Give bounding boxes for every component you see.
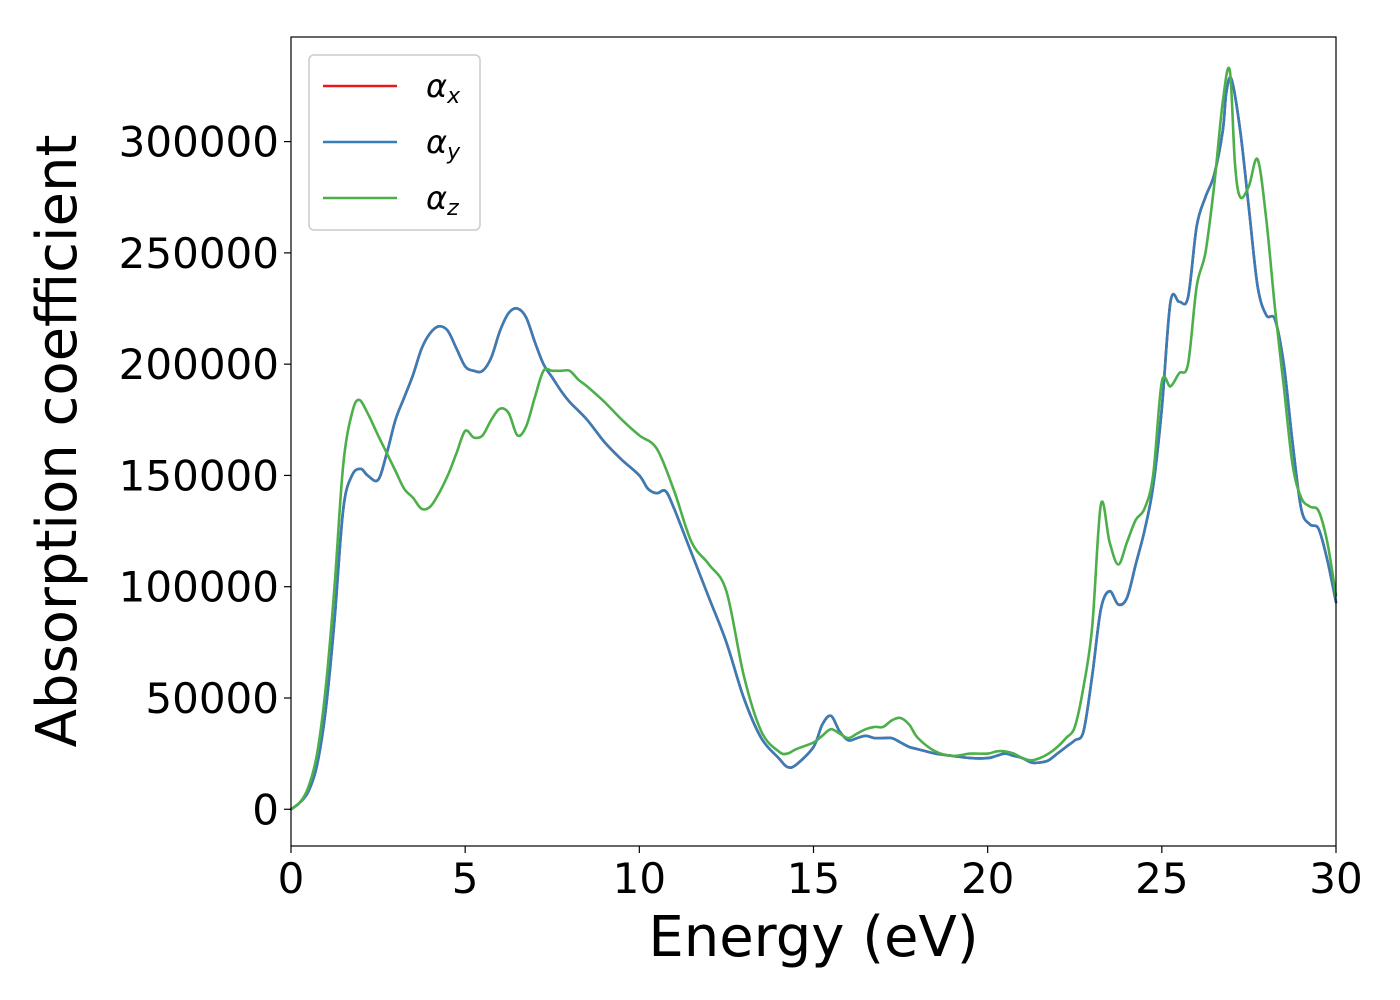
legend: αx αy αz bbox=[308, 54, 481, 231]
legend-label-1: αx bbox=[426, 67, 461, 109]
series-line-2 bbox=[289, 76, 1338, 811]
y-tick-label: 150000 bbox=[119, 451, 279, 500]
x-tick-label: 10 bbox=[613, 854, 666, 903]
series-line-3 bbox=[289, 66, 1338, 811]
y-tick-label: 250000 bbox=[119, 229, 279, 278]
x-axis-ticks: 0 5 10 15 20 25 30 bbox=[278, 846, 1363, 903]
x-tick-label: 25 bbox=[1135, 854, 1188, 903]
y-tick-label: 300000 bbox=[119, 118, 279, 167]
legend-label-3: αz bbox=[426, 179, 459, 221]
x-tick-label: 15 bbox=[787, 854, 840, 903]
y-tick-label: 0 bbox=[252, 785, 279, 834]
y-tick-label: 100000 bbox=[119, 563, 279, 612]
x-tick-label: 5 bbox=[452, 854, 479, 903]
x-axis-label: Energy (eV) bbox=[648, 905, 978, 970]
y-axis-label: Absorption coefficient bbox=[25, 135, 90, 748]
x-tick-label: 20 bbox=[961, 854, 1014, 903]
legend-label-2: αy bbox=[426, 123, 461, 165]
x-tick-label: 0 bbox=[278, 854, 305, 903]
y-tick-label: 50000 bbox=[145, 674, 279, 723]
y-axis-ticks: 0 50000 100000 150000 200000 250000 300000 bbox=[119, 118, 291, 834]
y-tick-label: 200000 bbox=[119, 340, 279, 389]
x-tick-label: 30 bbox=[1309, 854, 1362, 903]
series-layer bbox=[289, 66, 1338, 811]
